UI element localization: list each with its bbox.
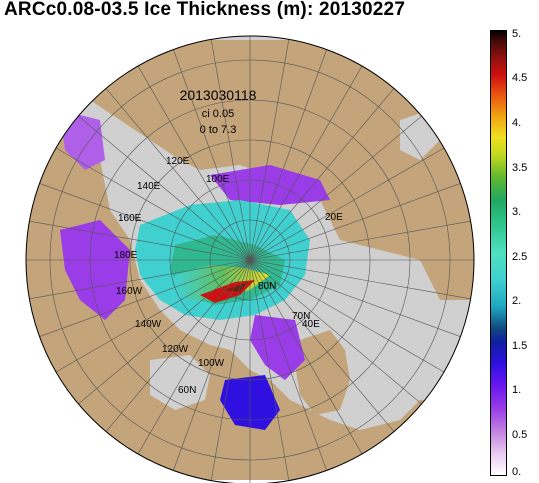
label-160e: 160E xyxy=(118,213,142,224)
colorbar-tick-4: 4. xyxy=(512,117,522,129)
colorbar-tick-2: 2. xyxy=(512,295,522,307)
meridian-lines xyxy=(26,36,474,483)
label-60n: 60N xyxy=(178,385,196,396)
label-100w: 100W xyxy=(198,358,225,369)
label-160w: 160W xyxy=(116,286,143,297)
colorbar xyxy=(490,30,507,476)
colorbar-tick-1-5: 1.5 xyxy=(512,340,528,352)
land-north-america xyxy=(26,130,474,480)
colorbar-tick-1: 1. xyxy=(512,384,522,396)
hudson-bay xyxy=(150,355,210,410)
colorbar-tick-0: 0. xyxy=(512,466,522,478)
ice-thin-east-siberian xyxy=(210,165,330,205)
ice-thin-beaufort xyxy=(60,220,130,320)
label-100e: 100E xyxy=(206,174,230,185)
colorbar-tick-4-5: 4.5 xyxy=(512,72,528,84)
label-40e: 40E xyxy=(302,319,320,330)
inset-ci: ci 0.05 xyxy=(202,108,234,120)
label-140e: 140E xyxy=(137,181,161,192)
inset-date: 2013030118 xyxy=(180,87,257,103)
label-140w: 140W xyxy=(135,319,162,330)
label-20e: 20E xyxy=(325,212,343,223)
ice-thick-yellow xyxy=(175,265,270,300)
land-greenland xyxy=(295,330,350,415)
colorbar-tick-3-5: 3.5 xyxy=(512,162,528,174)
colorbar-tick-3: 3. xyxy=(512,206,522,218)
colorbar-tick-5: 5. xyxy=(512,28,522,40)
inset-range: 0 to 7.3 xyxy=(200,124,237,136)
label-80n: 80N xyxy=(258,281,276,292)
label-70n: 70N xyxy=(292,311,310,322)
label-120e: 120E xyxy=(166,156,190,167)
colorbar-tick-2-5: 2.5 xyxy=(512,251,528,263)
map-title: ARCc0.08-03.5 Ice Thickness (m): 2013022… xyxy=(4,0,406,20)
label-120w: 120W xyxy=(162,344,189,355)
colorbar-tick-0-5: 0.5 xyxy=(512,429,528,441)
label-180e: 180E xyxy=(114,250,138,261)
map-border xyxy=(25,35,475,483)
ice-thickest-dark xyxy=(225,282,248,292)
